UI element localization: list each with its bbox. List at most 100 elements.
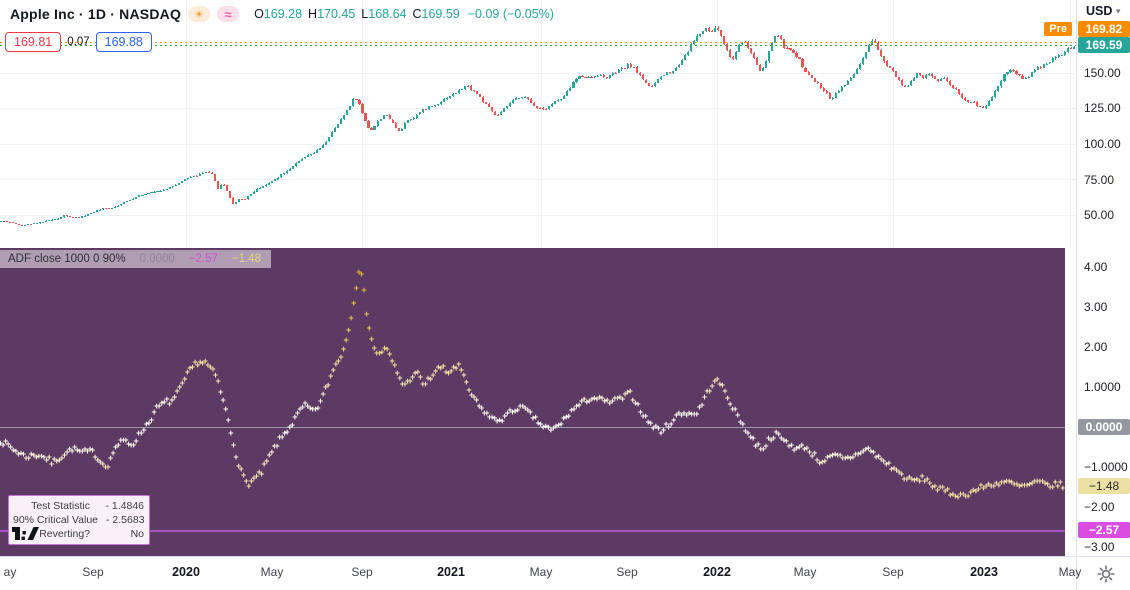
adf-scatter-point: +	[609, 396, 616, 407]
adf-scatter-point: +	[712, 375, 718, 386]
candle	[433, 105, 436, 107]
ask-price-button[interactable]: 169.88	[95, 32, 152, 52]
adf-scatter-point: +	[676, 408, 682, 419]
adf-scatter-point: +	[379, 346, 385, 357]
adf-scatter-point: +	[635, 399, 641, 409]
adf-scatter-point: +	[1060, 482, 1065, 493]
candle	[629, 63, 632, 68]
adf-scatter-point: +	[604, 394, 610, 405]
time-axis[interactable]: ay Sep 2020 May Sep 2021 May Sep 2022 May Sep 2023 M…	[0, 556, 1130, 590]
candle	[828, 92, 831, 100]
adf-scatter-point: +	[56, 454, 63, 465]
adf-scatter-point: +	[520, 400, 526, 411]
indicator-header[interactable]: ADF close 1000 0 90% 0.0000 −2.57 −1.48	[0, 250, 272, 268]
candle	[638, 72, 641, 76]
adf-scatter-point: +	[724, 392, 731, 403]
approx-icon: ≈	[224, 6, 232, 22]
candle	[738, 44, 741, 52]
candle	[834, 92, 837, 98]
adf-scatter-point: +	[266, 450, 272, 461]
candle	[545, 108, 548, 110]
candle	[916, 72, 919, 78]
candle	[512, 99, 515, 104]
adf-scatter-point: +	[402, 378, 408, 389]
candle	[96, 210, 99, 213]
adf-scatter-point: +	[166, 398, 173, 409]
candle	[436, 104, 439, 106]
adf-scatter-point: +	[123, 435, 129, 446]
candle	[183, 179, 186, 181]
adf-scatter-point: +	[1050, 481, 1056, 492]
adf-scatter-point: +	[87, 444, 93, 455]
adf-scatter-point: +	[258, 468, 265, 479]
candle	[548, 106, 551, 110]
adf-indicator-panel[interactable]: + + + + + + + + + + + + + + + + + + + + + + + + + + + + + + + + + + + + + + + +…	[0, 248, 1065, 556]
legend-label: 90% Critical Value	[13, 514, 99, 526]
adf-scatter-point: +	[202, 356, 208, 367]
adf-scatter-point: +	[5, 439, 11, 450]
adf-scatter-point: +	[77, 445, 83, 456]
candle	[255, 188, 259, 192]
candle	[201, 172, 204, 174]
adf-scatter-point: +	[43, 454, 50, 465]
candle	[29, 224, 32, 226]
candle	[635, 67, 638, 73]
gear-icon[interactable]	[1096, 564, 1116, 584]
candle	[922, 74, 925, 79]
adf-scatter-point: +	[223, 404, 229, 415]
adf-scatter-point: +	[806, 446, 813, 457]
adf-scatter-point: +	[128, 439, 134, 450]
candle	[352, 98, 355, 107]
price-axis[interactable]: USD ▾ 169.82 169.59 150.00 125.00 100.00 75…	[1076, 0, 1130, 556]
candle	[1003, 74, 1006, 82]
candle	[439, 101, 442, 105]
adf-scatter-point: +	[891, 463, 897, 474]
adf-scatter-point: +	[79, 446, 86, 457]
adf-scatter-point: +	[143, 419, 150, 430]
candle	[93, 212, 96, 214]
bid-price-button[interactable]: 169.81	[5, 32, 62, 52]
adf-scatter-point: +	[161, 396, 167, 407]
adf-scatter-point: +	[184, 366, 191, 377]
candle-wick	[591, 75, 593, 78]
adf-scatter-point: +	[916, 475, 923, 486]
candle	[322, 144, 325, 149]
legend-row: Reverting? No	[13, 527, 144, 541]
adf-scatter-point: +	[353, 283, 360, 294]
adf-scatter-point: +	[975, 483, 982, 494]
symbol-title[interactable]: Apple Inc · 1D · NASDAQ	[10, 6, 182, 22]
adf-scatter-point: +	[474, 394, 480, 405]
currency-selector[interactable]: USD ▾	[1086, 4, 1120, 18]
candle	[533, 102, 536, 107]
candle	[928, 73, 931, 75]
market-status-pill[interactable]: ☀	[188, 6, 211, 22]
candle	[189, 176, 192, 178]
candle	[867, 44, 870, 53]
adf-scatter-point: +	[886, 457, 892, 468]
adf-scatter-point: +	[74, 445, 80, 456]
adf-scatter-point: +	[130, 440, 137, 450]
adf-scatter-point: +	[1011, 478, 1017, 489]
candle	[451, 93, 454, 97]
data-status-pill[interactable]: ≈	[217, 6, 240, 22]
candle	[705, 28, 708, 32]
price-chart-panel[interactable]: Apple Inc · 1D · NASDAQ ☀ ≈ O169.28 H170…	[0, 0, 1076, 248]
candle	[714, 27, 717, 32]
adf-scatter-point: +	[602, 396, 608, 407]
candle	[123, 202, 126, 205]
adf-scatter-point: +	[28, 449, 34, 460]
candle	[885, 61, 888, 66]
adf-scatter-point: +	[251, 473, 257, 484]
adf-scatter-point: +	[794, 442, 800, 453]
adf-scatter-point: +	[586, 396, 592, 407]
candle	[292, 166, 295, 169]
candle	[63, 215, 66, 218]
adf-scatter-point: +	[924, 474, 930, 485]
adf-scatter-point: +	[269, 446, 275, 457]
adf-scatter-point: +	[817, 458, 823, 468]
candle	[283, 173, 286, 175]
price-tick-label: 150.00	[1084, 65, 1121, 80]
candle	[955, 87, 958, 90]
adf-scatter-point: +	[786, 440, 792, 451]
price-gridline	[0, 179, 1076, 180]
